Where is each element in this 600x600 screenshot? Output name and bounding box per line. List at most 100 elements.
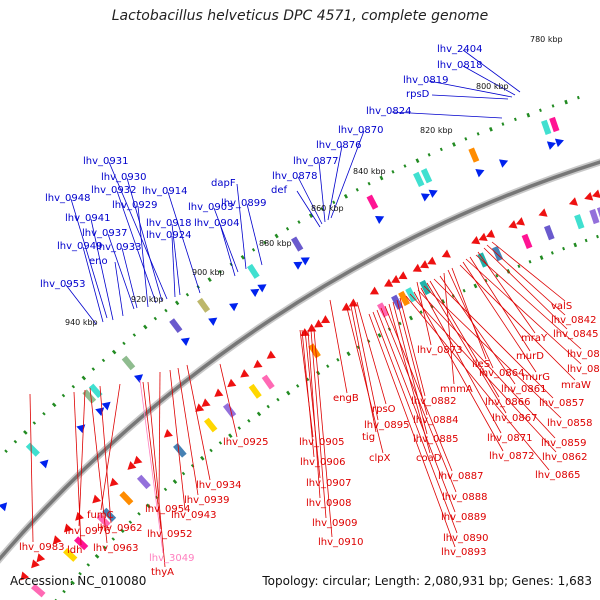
red-leader-line — [423, 285, 562, 419]
inner-tick-dot — [398, 321, 402, 326]
blue-leader-line — [236, 183, 247, 270]
inner-tick-dot — [218, 441, 223, 445]
gene-label-reverse: lhv_0842 — [551, 315, 596, 326]
forward-gene-block — [197, 297, 211, 313]
gene-label-reverse: ileS — [472, 359, 490, 370]
red-leader-line — [486, 244, 566, 316]
reverse-gene-block — [102, 507, 117, 522]
reverse-strand-arrow — [568, 197, 578, 206]
forward-gene-block — [88, 383, 103, 399]
outer-tick-dot — [143, 324, 148, 330]
forward-gene-block — [420, 168, 433, 184]
outer-tick-dot — [439, 147, 443, 152]
outer-tick-dot — [207, 277, 212, 282]
gene-label-reverse: lhv_0906 — [300, 457, 345, 468]
forward-strand-arrow — [101, 401, 111, 411]
red-leader-line — [310, 329, 327, 519]
gene-label-reverse: lhv_0885 — [413, 434, 458, 445]
outer-tick-dot — [164, 308, 168, 313]
blue-leader-line — [167, 191, 201, 294]
outer-tick-dot — [23, 430, 28, 435]
outer-tick-dot — [251, 248, 256, 252]
blue-leader-line — [171, 235, 176, 298]
red-leader-line — [329, 299, 348, 394]
reverse-gene-block — [96, 513, 111, 528]
red-leader-line — [443, 272, 455, 385]
reverse-strand-arrow — [391, 274, 401, 283]
kbp-tick-labels: 780 kbp 800 kbp 820 kbp 840 kbp 860 kbp 880 k… — [65, 35, 563, 327]
outer-tick-dot — [415, 158, 420, 164]
blue-leader-line — [297, 176, 323, 225]
outer-tick-dot — [526, 112, 531, 118]
forward-gene-block — [169, 318, 183, 334]
reverse-gene-block — [377, 302, 390, 318]
reverse-strand-arrow — [300, 328, 310, 337]
gene-labels: lhv_2404 lhv_0818 lhv_0819 rpsD lhv_0824 lhv_… — [19, 44, 600, 578]
reverse-gene-block — [596, 206, 600, 222]
inner-tick-dot — [596, 234, 599, 239]
gene-label-reverse: lhv_0889 — [441, 512, 486, 523]
reverse-strand-arrow — [427, 256, 437, 265]
forward-strand-arrow — [250, 288, 260, 298]
reverse-gene-block — [63, 547, 78, 562]
kbp-tick-label: 780 kbp — [530, 35, 563, 44]
gene-label-forward: lhv_0918 — [146, 218, 191, 229]
reverse-strand-arrow — [485, 229, 496, 238]
gene-label-reverse: lhv_0907 — [306, 478, 351, 489]
inner-tick-dot — [256, 411, 262, 417]
outer-tick-dot — [101, 358, 106, 363]
gene-label-forward: lhv_0819 — [403, 75, 448, 86]
outer-tick-dot — [403, 164, 407, 168]
accession-text: Accession: NC_010080 — [10, 574, 147, 588]
gene-label-reverse: mraW — [561, 380, 591, 391]
forward-strand-arrow — [293, 261, 303, 270]
inner-tick-dot — [462, 288, 466, 293]
red-leader-line — [177, 367, 199, 496]
red-leader-line — [396, 299, 428, 416]
reverse-strand-arrow — [341, 302, 351, 311]
gene-label-reverse: mraY — [521, 333, 548, 344]
inner-tick-dot — [78, 571, 82, 576]
reverse-strand-arrow — [109, 477, 119, 487]
gene-label-reverse: engB — [333, 393, 359, 404]
inner-tick-dot — [584, 238, 588, 243]
red-leader-line — [459, 264, 576, 381]
blue-leader-line — [114, 261, 124, 317]
outer-tick-dot — [391, 169, 395, 174]
blue-leader-line — [462, 65, 516, 96]
gene-label-reverse: lhv_0858 — [547, 418, 592, 429]
gene-label-reverse: lhv_0910 — [318, 537, 363, 548]
gene-label-reverse: lhv_0864 — [479, 368, 524, 379]
gene-label-rna: lhv_3049 — [149, 553, 194, 564]
blue-leader-line — [219, 223, 236, 277]
reverse-strand-arrow — [538, 208, 548, 217]
outer-tick-dot — [285, 227, 290, 231]
forward-strand-arrow — [375, 216, 385, 225]
inner-tick-dot — [276, 397, 280, 402]
reverse-gene-block — [261, 374, 275, 390]
blue-leader-line — [391, 111, 503, 119]
inner-tick-dot — [377, 333, 382, 338]
inner-tick-dot — [573, 242, 578, 248]
red-leader-line — [29, 393, 34, 543]
outer-tick-dot — [476, 132, 480, 136]
reverse-strand-arrow — [266, 350, 276, 359]
gene-label-forward: lhv_0932 — [91, 185, 136, 196]
inner-tick-dot — [120, 528, 125, 533]
reverse-strand-arrow — [253, 359, 263, 368]
reverse-gene-block — [544, 225, 555, 241]
forward-strand-arrow — [554, 138, 564, 148]
outer-tick-dot — [551, 104, 555, 108]
forward-gene-block — [291, 236, 304, 252]
outer-tick-dot — [71, 384, 76, 389]
gene-label-reverse: lhv_0850 — [567, 364, 600, 375]
red-leader-line — [73, 391, 82, 546]
pink-leader-line — [139, 379, 164, 554]
red-leader-line — [416, 281, 432, 346]
gene-label-forward: lhv_0933 — [96, 242, 141, 253]
inner-tick-dot — [137, 512, 141, 516]
forward-strand-arrow — [475, 169, 485, 178]
kbp-tick-label: 800 kbp — [476, 82, 509, 91]
blue-leader-line — [137, 205, 149, 308]
